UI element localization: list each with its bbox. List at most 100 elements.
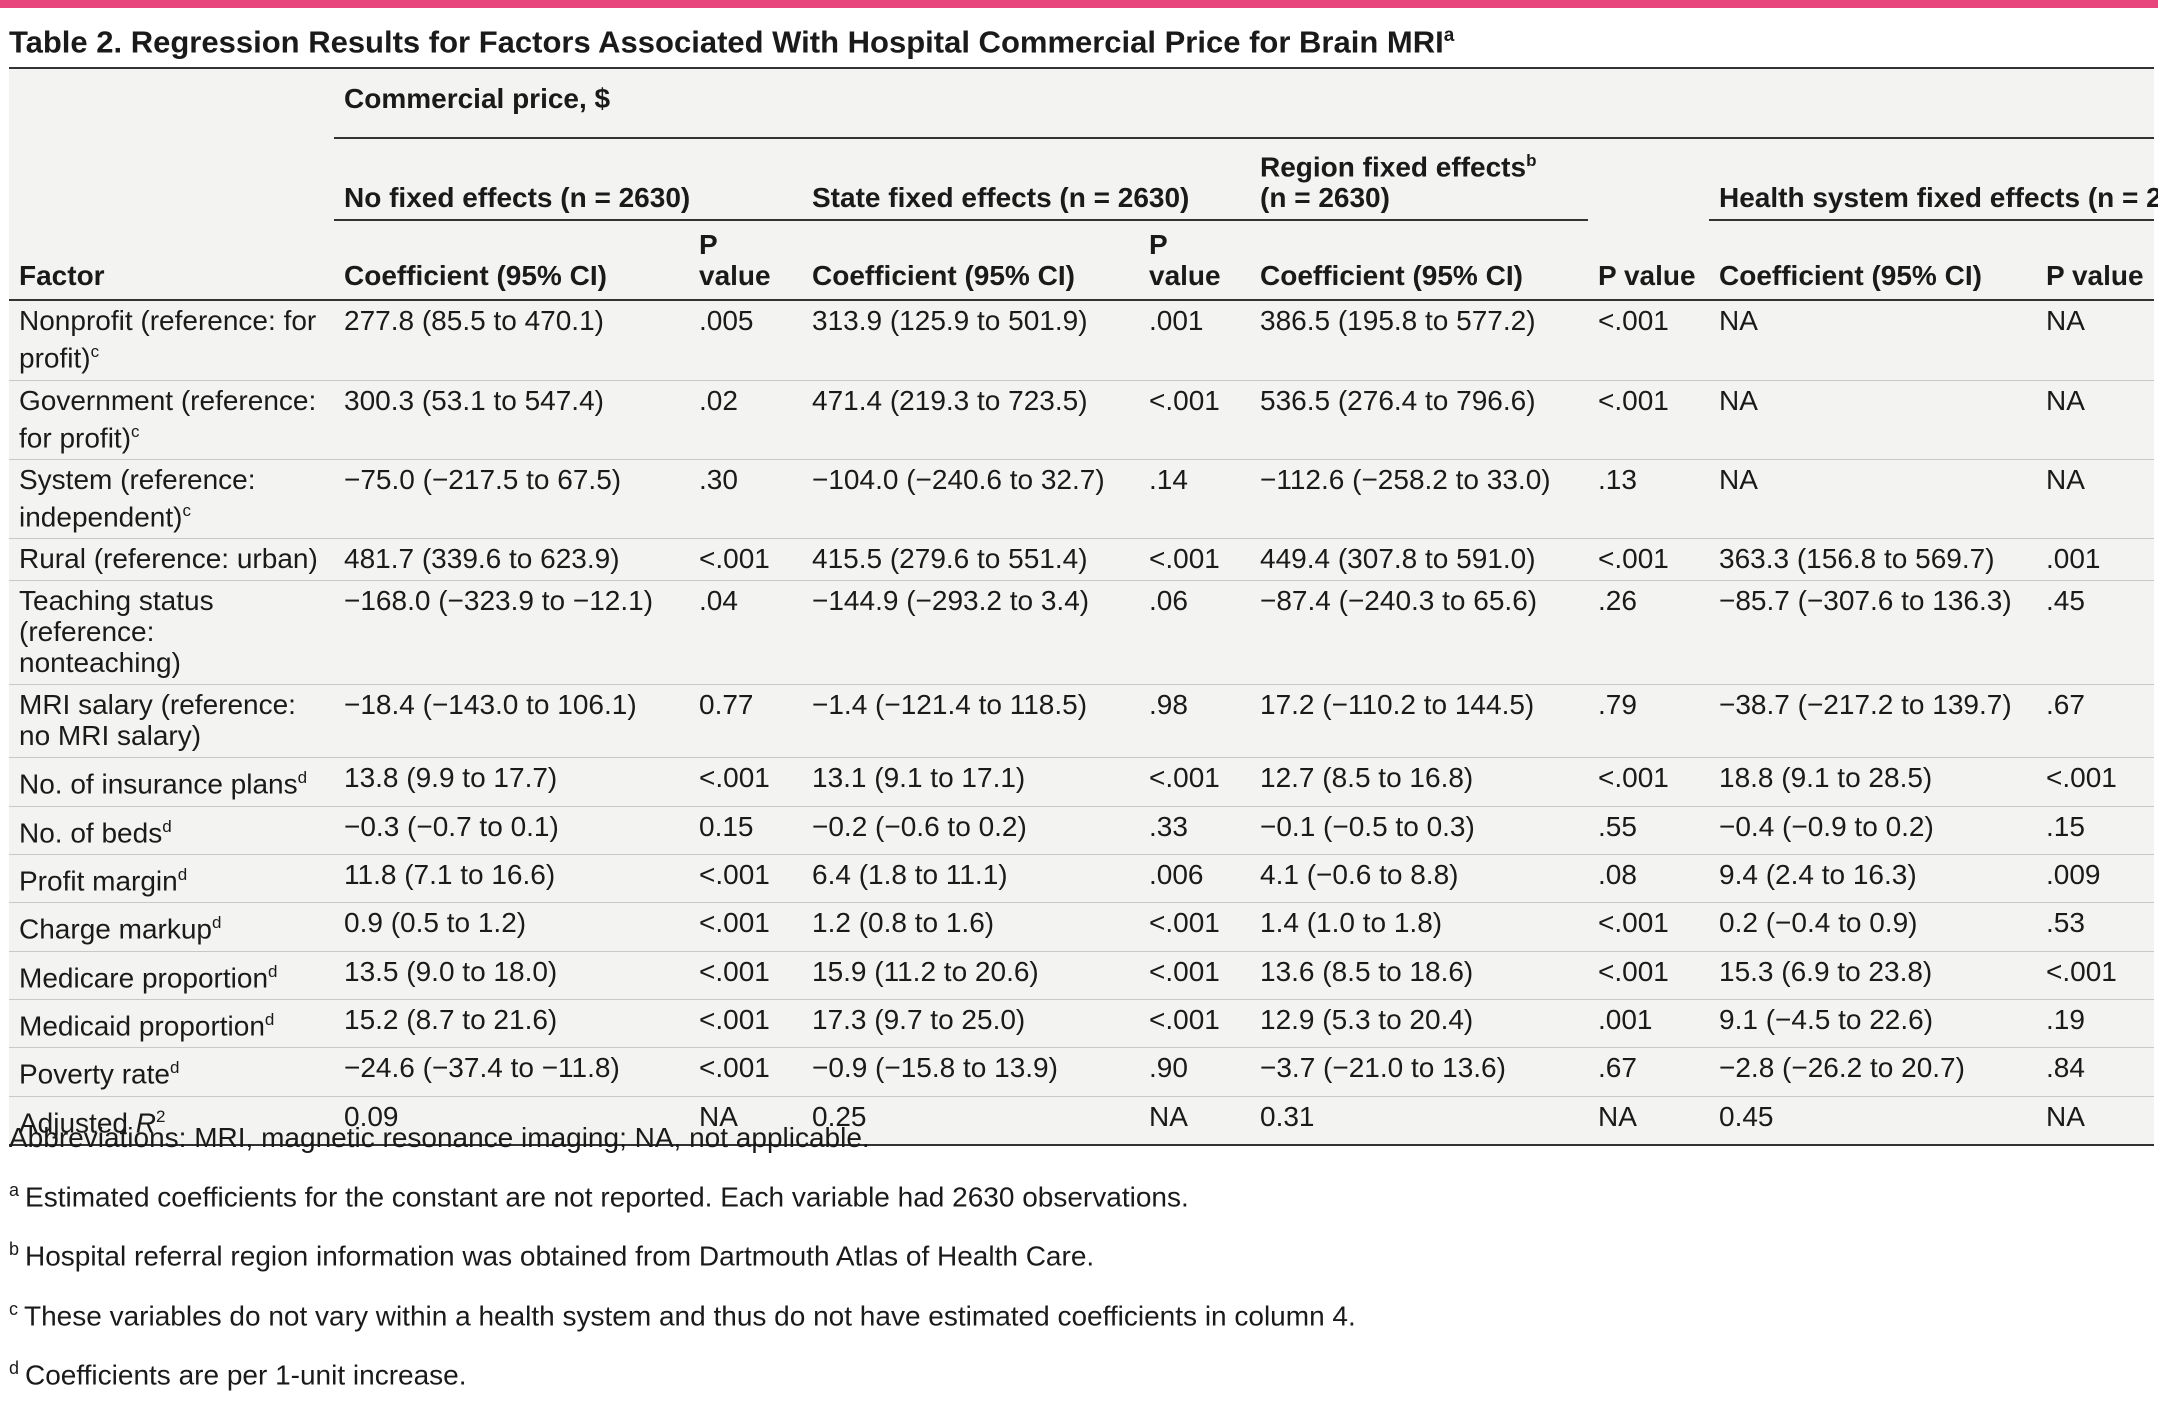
p-value-cell: .04	[699, 585, 738, 617]
factor-cell: Nonprofit (reference: for profit)c	[9, 300, 334, 380]
factor-label: Profit margin	[19, 865, 178, 897]
factor-cell: Teaching status (reference: nonteaching)	[9, 581, 334, 685]
table-row: MRI salary (reference: no MRI salary) −18…	[9, 685, 2154, 758]
p-value-cell: .84	[2046, 1052, 2085, 1084]
coefficient-cell: 15.3 (6.9 to 23.8)	[1719, 955, 1933, 987]
factor-footnote-mark: c	[131, 421, 140, 441]
factor-cell: No. of bedsd	[9, 806, 334, 854]
coefficient-cell: −112.6 (−258.2 to 33.0)	[1260, 463, 1551, 495]
coefficient-cell: −24.6 (−37.4 to −11.8)	[344, 1052, 620, 1084]
commercial-price-header: Commercial price, $	[334, 69, 2154, 139]
p-value-cell: <.001	[1149, 384, 1220, 416]
factor-footnote-mark: d	[177, 864, 188, 884]
region-header-mark: b	[1526, 151, 1537, 170]
coefficient-cell: 15.2 (8.7 to 21.6)	[344, 1003, 558, 1035]
coefficient-cell: −3.7 (−21.0 to 13.6)	[1260, 1052, 1506, 1084]
coefficient-cell: 449.4 (307.8 to 591.0)	[1260, 543, 1536, 575]
p-value-cell: NA	[2046, 384, 2085, 416]
factor-label: Government (reference: for profit)	[19, 384, 317, 453]
factor-label: Charge markup	[19, 913, 212, 945]
coefficient-cell: 0.31	[1260, 1100, 1315, 1132]
coefficient-cell: 300.3 (53.1 to 547.4)	[344, 384, 604, 416]
coefficient-cell: 9.4 (2.4 to 16.3)	[1719, 858, 1917, 890]
footnote-mark: a	[9, 1180, 20, 1200]
footnote-d: d Coefficients are per 1-unit increase.	[9, 1342, 2149, 1401]
p-value-cell: <.001	[1149, 907, 1220, 939]
coefficient-cell: 0.2 (−0.4 to 0.9)	[1719, 907, 1918, 939]
factor-footnote-mark: d	[162, 816, 172, 836]
footnote-b: b Hospital referral region information wa…	[9, 1223, 2149, 1282]
factor-footnote-mark: d	[268, 961, 278, 981]
footnote-mark: c	[9, 1298, 18, 1319]
factor-label: Nonprofit (reference: for profit)	[19, 305, 317, 374]
coefficient-cell: −1.4 (−121.4 to 118.5)	[812, 689, 1088, 721]
coefficient-cell: 471.4 (219.3 to 723.5)	[812, 384, 1088, 416]
coefficient-cell: 12.7 (8.5 to 16.8)	[1260, 762, 1474, 794]
p-value-cell: <.001	[1149, 543, 1220, 575]
coefficient-cell: 11.8 (7.1 to 16.6)	[344, 858, 556, 890]
table-title-text: Table 2. Regression Results for Factors …	[9, 24, 1444, 60]
table-row: No. of insurance plansd 13.8 (9.9 to 17.7…	[9, 758, 2154, 807]
accent-bar	[0, 0, 2158, 8]
model-header-no-fixed: No fixed effects (n = 2630)	[334, 138, 802, 222]
p-value-cell: .08	[1598, 858, 1637, 890]
p-value-cell: <.001	[1598, 543, 1669, 575]
factor-cell: Medicare proportiond	[9, 951, 334, 999]
p-value-cell: NA	[2046, 305, 2085, 337]
coefficient-cell: 15.9 (11.2 to 20.6)	[812, 955, 1039, 987]
factor-label: Medicaid proportion	[19, 1010, 265, 1042]
factor-footnote-mark: d	[297, 768, 308, 788]
coefficient-cell: −85.7 (−307.6 to 136.3)	[1719, 585, 2012, 617]
regression-table-container: Factor Commercial price, $ No fixed effe…	[9, 67, 2158, 1146]
factor-header: Factor	[9, 69, 334, 300]
factor-footnote-mark: d	[169, 1058, 180, 1078]
coefficient-cell: NA	[1719, 305, 1758, 337]
coefficient-cell: 481.7 (339.6 to 623.9)	[344, 543, 620, 575]
coefficient-cell: 6.4 (1.8 to 11.1)	[812, 858, 1008, 890]
model-header-region-fixed: Region fixed effectsb (n = 2630)	[1250, 138, 1588, 222]
p-value-cell: <.001	[1598, 305, 1669, 337]
p-value-cell: <.001	[699, 955, 770, 987]
coefficient-cell: −75.0 (−217.5 to 67.5)	[344, 463, 622, 495]
p-value-cell: .79	[1598, 689, 1637, 721]
p-value-cell: .53	[2046, 907, 2085, 939]
footnote-c: c These variables do not vary within a he…	[9, 1283, 2149, 1342]
model-header-health-system-fixed: Health system fixed effects (n = 2630)	[1709, 138, 2158, 222]
p-value-cell: <.001	[699, 858, 770, 890]
factor-cell: Profit margind	[9, 854, 334, 902]
p-value-cell: .001	[2046, 543, 2101, 575]
coefficient-cell: −168.0 (−323.9 to −12.1)	[344, 585, 654, 617]
p-value-cell: .67	[1598, 1052, 1637, 1084]
coefficient-cell: 4.1 (−0.6 to 8.8)	[1260, 858, 1459, 890]
factor-cell: Charge markupd	[9, 903, 334, 951]
coefficient-cell: −0.4 (−0.9 to 0.2)	[1719, 810, 1934, 842]
factor-footnote-mark: d	[264, 1009, 275, 1029]
table-row: Poverty rated −24.6 (−37.4 to −11.8) <.001…	[9, 1048, 2154, 1097]
p-value-cell: .005	[699, 305, 754, 337]
coefficient-cell: 13.8 (9.9 to 17.7)	[344, 762, 558, 794]
coefficient-cell: −18.4 (−143.0 to 106.1)	[344, 689, 637, 721]
factor-italic: R	[135, 1106, 156, 1138]
abbreviations-note: Abbreviations: MRI, magnetic resonance i…	[9, 1122, 870, 1153]
footnote-text: Estimated coefficients for the constant …	[25, 1181, 1189, 1213]
table-row: Medicaid proportiond 15.2 (8.7 to 21.6) <.…	[9, 999, 2154, 1048]
coefficient-cell: NA	[1719, 384, 1758, 416]
table-row: System (reference: independent)c −75.0 (−…	[9, 459, 2154, 539]
coefficient-cell: 415.5 (279.6 to 551.4)	[812, 543, 1088, 575]
factor-cell: Government (reference: for profit)c	[9, 380, 334, 459]
p-value-header: P value	[2046, 260, 2144, 292]
p-value-cell: <.001	[1149, 762, 1220, 794]
coefficient-cell: 313.9 (125.9 to 501.9)	[812, 305, 1088, 337]
p-value-cell: .02	[699, 384, 738, 416]
p-value-cell: <.001	[1598, 907, 1669, 939]
factor-footnote-mark: d	[211, 913, 222, 933]
coef-header: Coefficient (95% CI)	[344, 260, 607, 292]
p-value-header: P value	[1598, 260, 1696, 292]
p-value-cell: NA	[2046, 1100, 2085, 1132]
p-value-cell: .98	[1149, 689, 1188, 721]
coefficient-cell: −87.4 (−240.3 to 65.6)	[1260, 585, 1538, 617]
coefficient-cell: −38.7 (−217.2 to 139.7)	[1719, 689, 2012, 721]
p-value-header: P value	[1149, 229, 1221, 292]
region-header-line1: Region fixed effects	[1260, 151, 1527, 183]
coefficient-cell: NA	[1719, 463, 1758, 495]
